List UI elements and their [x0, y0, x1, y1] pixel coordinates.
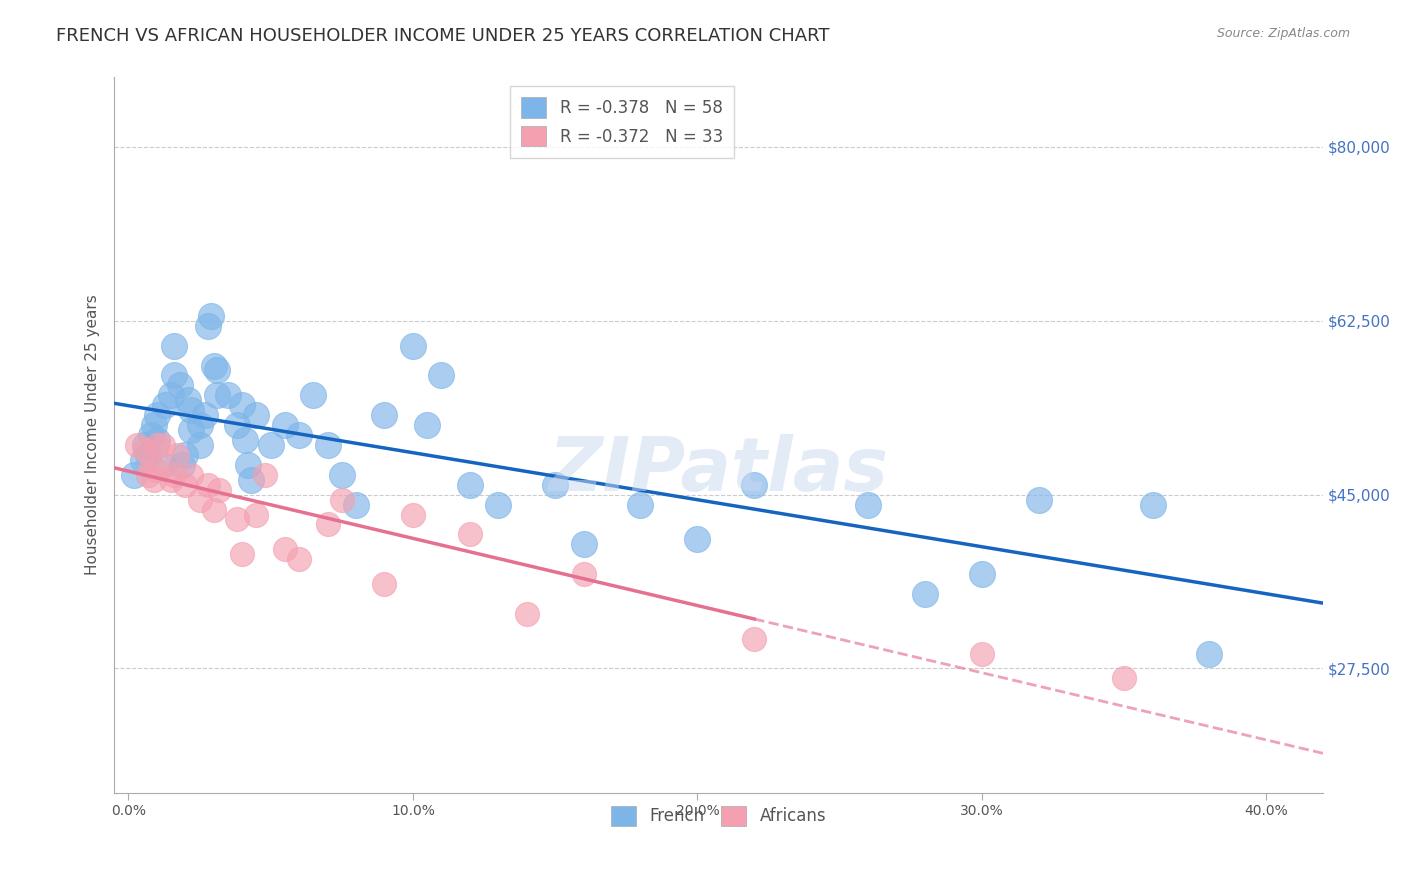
- Point: [205, 388, 228, 402]
- Point: [163, 467, 186, 482]
- Point: [302, 388, 325, 402]
- Point: [225, 418, 247, 433]
- Legend: French, Africans: French, Africans: [603, 797, 835, 834]
- Point: [239, 473, 262, 487]
- Point: [146, 408, 169, 422]
- Point: [143, 418, 166, 433]
- Point: [141, 428, 163, 442]
- Point: [630, 498, 652, 512]
- Point: [316, 438, 339, 452]
- Point: [134, 438, 156, 452]
- Point: [143, 473, 166, 487]
- Point: [141, 458, 163, 472]
- Point: [155, 398, 177, 412]
- Point: [163, 368, 186, 383]
- Point: [486, 498, 509, 512]
- Point: [174, 477, 197, 491]
- Point: [1114, 672, 1136, 686]
- Point: [316, 517, 339, 532]
- Point: [344, 498, 367, 512]
- Point: [172, 458, 194, 472]
- Point: [174, 448, 197, 462]
- Point: [288, 428, 311, 442]
- Point: [742, 632, 765, 646]
- Point: [146, 433, 169, 447]
- Point: [572, 567, 595, 582]
- Point: [231, 398, 253, 412]
- Point: [131, 453, 153, 467]
- Point: [205, 363, 228, 377]
- Point: [217, 388, 239, 402]
- Point: [188, 438, 211, 452]
- Point: [160, 388, 183, 402]
- Point: [180, 467, 202, 482]
- Point: [914, 587, 936, 601]
- Point: [166, 448, 188, 462]
- Point: [245, 508, 267, 522]
- Point: [373, 408, 395, 422]
- Point: [416, 418, 439, 433]
- Point: [742, 477, 765, 491]
- Y-axis label: Householder Income Under 25 years: Householder Income Under 25 years: [86, 294, 100, 575]
- Point: [970, 567, 993, 582]
- Point: [136, 448, 159, 462]
- Point: [233, 433, 256, 447]
- Point: [122, 467, 145, 482]
- Point: [200, 309, 222, 323]
- Point: [146, 438, 169, 452]
- Point: [152, 438, 174, 452]
- Point: [152, 458, 174, 472]
- Point: [330, 467, 353, 482]
- Point: [970, 647, 993, 661]
- Point: [1198, 647, 1220, 661]
- Point: [686, 533, 709, 547]
- Point: [231, 547, 253, 561]
- Point: [274, 418, 297, 433]
- Point: [458, 527, 481, 541]
- Point: [197, 318, 219, 333]
- Point: [146, 463, 169, 477]
- Point: [169, 378, 191, 392]
- Point: [402, 338, 425, 352]
- Point: [330, 492, 353, 507]
- Point: [180, 423, 202, 437]
- Point: [1142, 498, 1164, 512]
- Text: FRENCH VS AFRICAN HOUSEHOLDER INCOME UNDER 25 YEARS CORRELATION CHART: FRENCH VS AFRICAN HOUSEHOLDER INCOME UND…: [56, 27, 830, 45]
- Point: [402, 508, 425, 522]
- Point: [253, 467, 276, 482]
- Point: [430, 368, 453, 383]
- Point: [163, 338, 186, 352]
- Point: [136, 467, 159, 482]
- Point: [125, 438, 148, 452]
- Point: [856, 498, 879, 512]
- Point: [177, 393, 200, 408]
- Point: [373, 577, 395, 591]
- Point: [245, 408, 267, 422]
- Point: [160, 473, 183, 487]
- Point: [194, 408, 217, 422]
- Point: [188, 418, 211, 433]
- Point: [202, 359, 225, 373]
- Point: [202, 502, 225, 516]
- Point: [260, 438, 283, 452]
- Point: [134, 442, 156, 457]
- Text: ZIPatlas: ZIPatlas: [548, 434, 889, 508]
- Point: [288, 552, 311, 566]
- Point: [544, 477, 567, 491]
- Point: [208, 483, 231, 497]
- Point: [188, 492, 211, 507]
- Point: [516, 607, 538, 621]
- Point: [458, 477, 481, 491]
- Point: [236, 458, 259, 472]
- Point: [225, 512, 247, 526]
- Text: Source: ZipAtlas.com: Source: ZipAtlas.com: [1216, 27, 1350, 40]
- Point: [572, 537, 595, 551]
- Point: [180, 403, 202, 417]
- Point: [1028, 492, 1050, 507]
- Point: [197, 477, 219, 491]
- Point: [274, 542, 297, 557]
